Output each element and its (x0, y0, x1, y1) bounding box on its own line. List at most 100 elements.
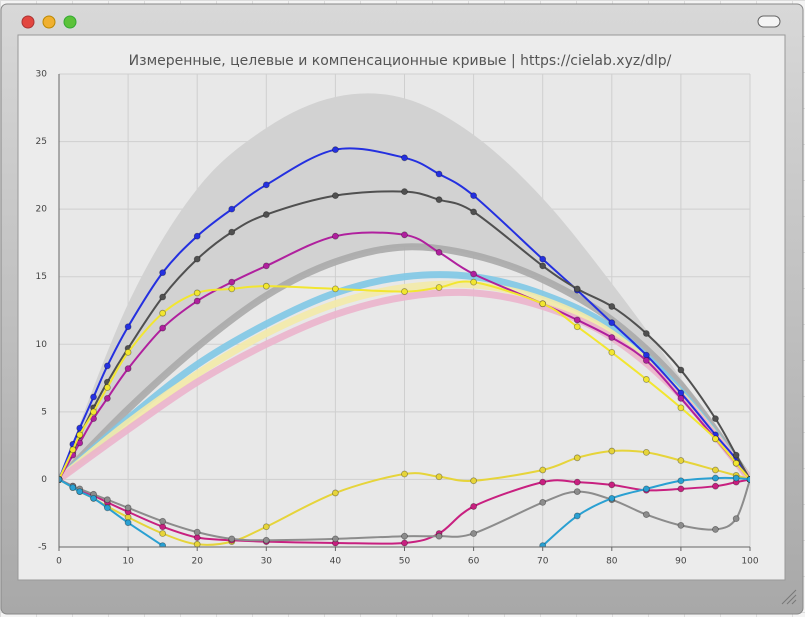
data-point (539, 300, 547, 308)
data-point (573, 512, 581, 520)
data-point (539, 262, 547, 270)
measured-line (59, 147, 750, 480)
data-point (401, 539, 408, 547)
data-point (193, 232, 201, 240)
y-tick-label: 25 (36, 137, 47, 147)
data-point (103, 504, 111, 512)
data-point (193, 255, 201, 263)
data-point (159, 530, 167, 537)
data-point (435, 196, 443, 204)
data-point (732, 474, 740, 482)
data-point (262, 282, 270, 290)
y-tick-label: 30 (36, 70, 48, 80)
data-point (228, 278, 236, 286)
data-point (712, 526, 719, 533)
y-tick-label: 10 (36, 340, 48, 350)
data-point (732, 451, 740, 459)
data-point (159, 293, 167, 301)
data-point (401, 188, 408, 195)
toolbar-button[interactable] (757, 15, 781, 28)
data-point (608, 319, 616, 327)
measured-line (59, 231, 750, 481)
measured-line (59, 190, 750, 480)
close-button[interactable] (21, 15, 35, 29)
data-point (228, 228, 236, 236)
data-point (262, 523, 270, 531)
data-point (608, 494, 616, 502)
x-tick-label: 30 (261, 557, 273, 567)
data-point (642, 448, 650, 456)
data-point (470, 208, 478, 216)
target-line (59, 243, 750, 483)
data-point (732, 459, 740, 467)
data-point (103, 394, 111, 402)
data-point (124, 519, 132, 527)
data-point (228, 205, 236, 213)
y-tick-label: 15 (36, 272, 47, 282)
data-point (732, 515, 740, 523)
data-point (124, 323, 132, 331)
data-point (262, 262, 270, 270)
data-point (103, 496, 111, 504)
data-point (103, 384, 111, 391)
data-point (712, 415, 719, 423)
x-tick-label: 0 (56, 557, 62, 567)
data-point (470, 530, 478, 537)
data-point (331, 192, 339, 200)
zoom-button[interactable] (63, 15, 77, 29)
resize-grip[interactable] (781, 589, 797, 605)
minimize-button[interactable] (42, 15, 56, 29)
data-point (746, 476, 750, 483)
data-point (193, 297, 201, 305)
data-point (331, 535, 339, 543)
data-point (90, 494, 97, 502)
data-point (331, 489, 339, 497)
data-point (539, 478, 547, 486)
data-point (228, 285, 236, 293)
data-point (401, 470, 408, 478)
data-point (159, 269, 167, 277)
x-tick-label: 80 (606, 557, 618, 567)
data-point (642, 330, 650, 337)
data-point (539, 499, 547, 506)
data-point (262, 181, 270, 189)
data-point (573, 316, 581, 324)
data-point (573, 285, 581, 293)
x-tick-label: 70 (537, 557, 549, 567)
data-point (401, 532, 408, 540)
data-point (608, 481, 616, 489)
data-point (435, 248, 443, 256)
x-tick-label: 90 (675, 557, 687, 567)
data-point (159, 324, 167, 332)
data-point (608, 447, 616, 455)
data-point (677, 404, 685, 412)
x-tick-label: 20 (191, 557, 203, 567)
data-point (608, 334, 616, 341)
data-point (124, 365, 132, 373)
data-point (642, 357, 650, 364)
y-tick-label: 5 (41, 407, 47, 417)
data-point (331, 232, 339, 240)
data-point (573, 488, 581, 495)
data-point (435, 170, 443, 178)
y-tick-label: -5 (38, 543, 47, 553)
data-point (539, 542, 547, 547)
data-point (470, 270, 478, 278)
data-point (677, 521, 685, 529)
data-point (573, 323, 581, 331)
x-tick-label: 50 (399, 557, 411, 567)
data-point (159, 309, 167, 317)
data-point (470, 192, 478, 200)
data-point (677, 477, 685, 485)
data-point (124, 348, 132, 356)
data-point (642, 511, 650, 518)
data-point (331, 285, 339, 293)
data-point (712, 466, 719, 474)
data-point (193, 289, 201, 297)
measured-line (59, 478, 750, 542)
data-point (401, 231, 408, 239)
data-point (539, 466, 547, 474)
data-point (76, 431, 84, 439)
data-point (677, 394, 685, 402)
